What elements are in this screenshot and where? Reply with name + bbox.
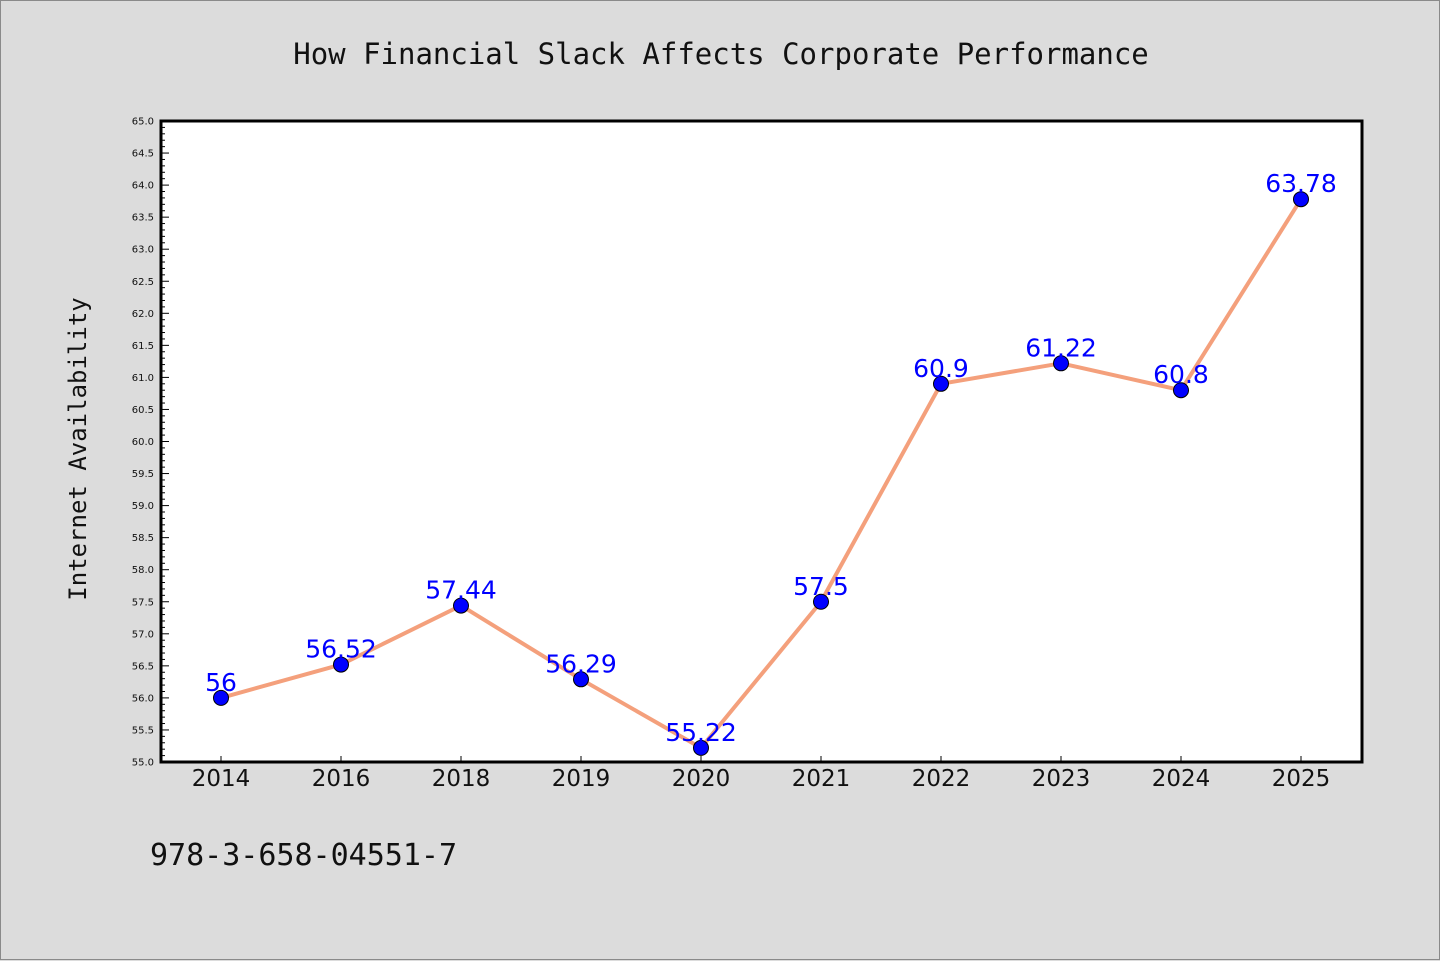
series-line [219, 197, 1303, 750]
y-tick-label: 60.5 [132, 405, 154, 416]
y-tick-label: 65.0 [132, 117, 154, 128]
data-label: 56 [205, 668, 237, 697]
data-label: 60.8 [1153, 360, 1209, 389]
x-tick-label: 2018 [432, 766, 491, 792]
data-point [213, 689, 229, 706]
y-axis: 55.0 55.5 56.0 56.5 57.0 57.5 58.0 58.5 59.0 59.5… [132, 117, 169, 769]
y-tick-label: 56.5 [132, 661, 154, 672]
data-point [333, 656, 349, 673]
y-tick-label: 59.5 [132, 469, 154, 480]
data-label: 63.78 [1265, 169, 1337, 198]
y-tick-label: 61.0 [132, 373, 154, 384]
y-tick-label: 58.5 [132, 533, 154, 544]
x-tick-label: 2024 [1152, 766, 1211, 792]
data-label: 55.22 [665, 718, 737, 747]
data-point [1173, 382, 1189, 399]
y-tick-label: 57.5 [132, 597, 154, 608]
y-tick-label: 55.5 [132, 725, 154, 736]
x-tick-label: 2025 [1272, 766, 1331, 792]
y-tick-label: 64.5 [132, 149, 154, 160]
x-tick-label: 2021 [792, 766, 851, 792]
plot-frame [159, 119, 1364, 764]
y-tick-label: 59.0 [132, 501, 154, 512]
y-tick-label: 63.0 [132, 245, 154, 256]
data-point [813, 593, 829, 610]
y-axis-label: Internet Availability [64, 297, 92, 600]
x-tick-label: 2020 [672, 766, 731, 792]
markers [213, 191, 1309, 756]
data-label: 60.9 [913, 354, 969, 383]
x-tick-label: 2023 [1032, 766, 1091, 792]
y-tick-label: 57.0 [132, 629, 154, 640]
x-tick-label: 2016 [312, 766, 371, 792]
y-tick-label: 61.5 [132, 341, 154, 352]
y-tick-label: 60.0 [132, 437, 154, 448]
data-point [693, 739, 709, 756]
series-line-group [219, 197, 1303, 750]
x-tick-label: 2019 [552, 766, 611, 792]
y-tick-label: 58.0 [132, 565, 154, 576]
data-label: 56.29 [545, 649, 617, 678]
y-tick-label: 62.5 [132, 277, 154, 288]
chart-title: How Financial Slack Affects Corporate Pe… [293, 37, 1149, 71]
data-label: 57.5 [793, 572, 849, 601]
data-label: 56.52 [305, 635, 377, 664]
footer-isbn: 978-3-658-04551-7 [150, 838, 457, 873]
y-tick-label: 64.0 [132, 181, 154, 192]
y-tick-label: 63.5 [132, 213, 154, 224]
y-tick-label: 56.0 [132, 693, 154, 704]
x-tick-label: 2022 [912, 766, 971, 792]
data-point [453, 597, 469, 614]
data-label: 61.22 [1025, 333, 1097, 362]
x-axis: 2014 2016 2018 2019 2020 2021 2022 2023 2024 2025 [192, 756, 1331, 792]
data-point [933, 375, 949, 392]
data-labels: 56 56.52 57.44 56.29 55.22 57.5 60.9 61.22 60.8 6… [205, 169, 1337, 747]
y-tick-label: 62.0 [132, 309, 154, 320]
x-tick-label: 2014 [192, 766, 251, 792]
data-point [1293, 191, 1309, 208]
data-point [1053, 355, 1069, 372]
data-point [573, 671, 589, 688]
y-tick-label: 55.0 [132, 758, 154, 769]
data-label: 57.44 [425, 576, 497, 605]
